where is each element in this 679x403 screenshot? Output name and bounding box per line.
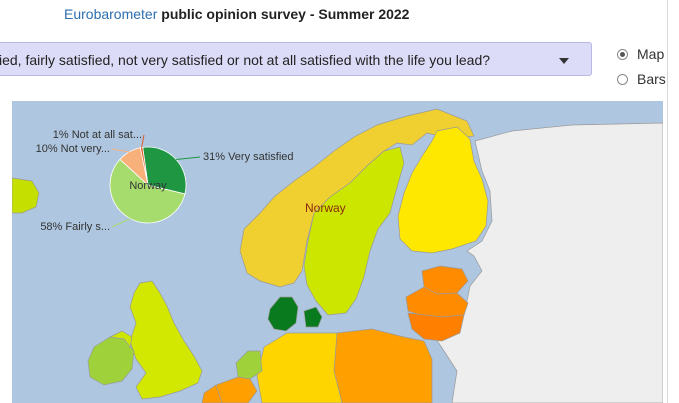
pie-connector-line bbox=[141, 134, 145, 148]
germany-region bbox=[256, 332, 343, 403]
page-border bbox=[667, 0, 668, 403]
pie-slice-not-at-all-satisfied[interactable] bbox=[139, 146, 149, 186]
question-select[interactable]: ied, fairly satisfied, not very satisfie… bbox=[0, 42, 592, 76]
chevron-down-icon[interactable] bbox=[559, 58, 569, 64]
denmark-region bbox=[267, 296, 299, 332]
iceland-region bbox=[12, 177, 40, 214]
pie-data-label: 31% Very satisfied bbox=[203, 151, 294, 163]
northern-ireland-region bbox=[108, 330, 133, 348]
pie-data-label: 58% Fairly s... bbox=[40, 221, 110, 233]
pie-slice-very-satisfied[interactable] bbox=[142, 146, 187, 195]
question-select-value: ied, fairly satisfied, not very satisfie… bbox=[0, 52, 491, 68]
pie-center-title: Norway bbox=[129, 180, 167, 192]
poland-region bbox=[333, 328, 433, 403]
pie-connector-line bbox=[176, 156, 201, 160]
finland-region bbox=[397, 126, 489, 254]
bars-view-option[interactable]: Bars bbox=[617, 71, 666, 87]
bars-option-label: Bars bbox=[637, 71, 666, 87]
choropleth-map[interactable]: 31% Very satisfied 58% Fairly s... 10% Not… bbox=[12, 101, 663, 403]
belgium-region bbox=[215, 376, 258, 403]
russia-region bbox=[431, 122, 663, 403]
map-radio-button[interactable] bbox=[617, 48, 628, 60]
latvia-region bbox=[405, 286, 469, 318]
bars-radio-button[interactable] bbox=[617, 73, 628, 85]
country-hover-label: Norway bbox=[305, 201, 346, 215]
pie-connector-line bbox=[111, 218, 131, 228]
great-britain-region bbox=[129, 280, 203, 400]
lithuania-region bbox=[407, 312, 465, 342]
pie-slice-fairly-satisfied[interactable] bbox=[109, 158, 186, 224]
pie-data-label: 10% Not very... bbox=[36, 143, 110, 155]
page-title: Eurobarometer public opinion survey - Su… bbox=[64, 6, 409, 22]
satisfaction-pie-chart: 31% Very satisfied 58% Fairly s... 10% Not… bbox=[36, 129, 294, 233]
sweden-region bbox=[303, 146, 405, 316]
survey-title: public opinion survey - Summer 2022 bbox=[161, 6, 410, 22]
france-region bbox=[201, 384, 223, 403]
map-option-label: Map bbox=[637, 46, 665, 62]
map-view-option[interactable]: Map bbox=[617, 46, 664, 62]
eurobarometer-link[interactable]: Eurobarometer bbox=[64, 6, 158, 22]
pie-data-label: 1% Not at all sat... bbox=[53, 129, 142, 141]
pie-connector-line bbox=[111, 148, 130, 153]
zealand-region bbox=[303, 306, 323, 328]
